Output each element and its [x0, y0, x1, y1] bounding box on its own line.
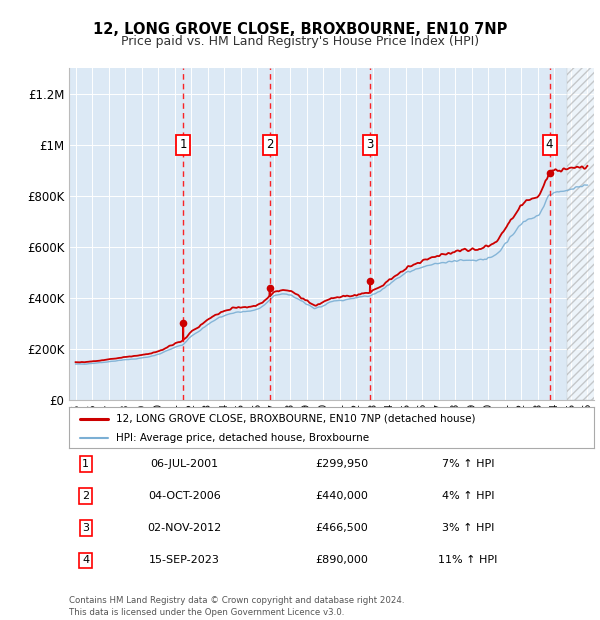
- Text: Price paid vs. HM Land Registry's House Price Index (HPI): Price paid vs. HM Land Registry's House …: [121, 35, 479, 48]
- Text: 11% ↑ HPI: 11% ↑ HPI: [439, 556, 497, 565]
- Text: 3: 3: [82, 523, 89, 533]
- Text: 4: 4: [546, 138, 553, 151]
- Text: Contains HM Land Registry data © Crown copyright and database right 2024.
This d: Contains HM Land Registry data © Crown c…: [69, 596, 404, 617]
- Text: £466,500: £466,500: [316, 523, 368, 533]
- Text: 4: 4: [82, 556, 89, 565]
- Text: 04-OCT-2006: 04-OCT-2006: [148, 491, 221, 501]
- Text: 12, LONG GROVE CLOSE, BROXBOURNE, EN10 7NP (detached house): 12, LONG GROVE CLOSE, BROXBOURNE, EN10 7…: [116, 414, 476, 423]
- Text: £440,000: £440,000: [316, 491, 368, 501]
- Text: 1: 1: [82, 459, 89, 469]
- Text: 2: 2: [82, 491, 89, 501]
- Text: 06-JUL-2001: 06-JUL-2001: [151, 459, 218, 469]
- Text: £890,000: £890,000: [316, 556, 368, 565]
- Text: 1: 1: [179, 138, 187, 151]
- Text: 3: 3: [366, 138, 374, 151]
- Text: 15-SEP-2023: 15-SEP-2023: [149, 556, 220, 565]
- Text: 12, LONG GROVE CLOSE, BROXBOURNE, EN10 7NP: 12, LONG GROVE CLOSE, BROXBOURNE, EN10 7…: [93, 22, 507, 37]
- Text: 7% ↑ HPI: 7% ↑ HPI: [442, 459, 494, 469]
- Text: 2: 2: [266, 138, 274, 151]
- Text: 02-NOV-2012: 02-NOV-2012: [148, 523, 221, 533]
- Text: 4% ↑ HPI: 4% ↑ HPI: [442, 491, 494, 501]
- Text: £299,950: £299,950: [316, 459, 368, 469]
- Text: HPI: Average price, detached house, Broxbourne: HPI: Average price, detached house, Brox…: [116, 433, 370, 443]
- Text: 3% ↑ HPI: 3% ↑ HPI: [442, 523, 494, 533]
